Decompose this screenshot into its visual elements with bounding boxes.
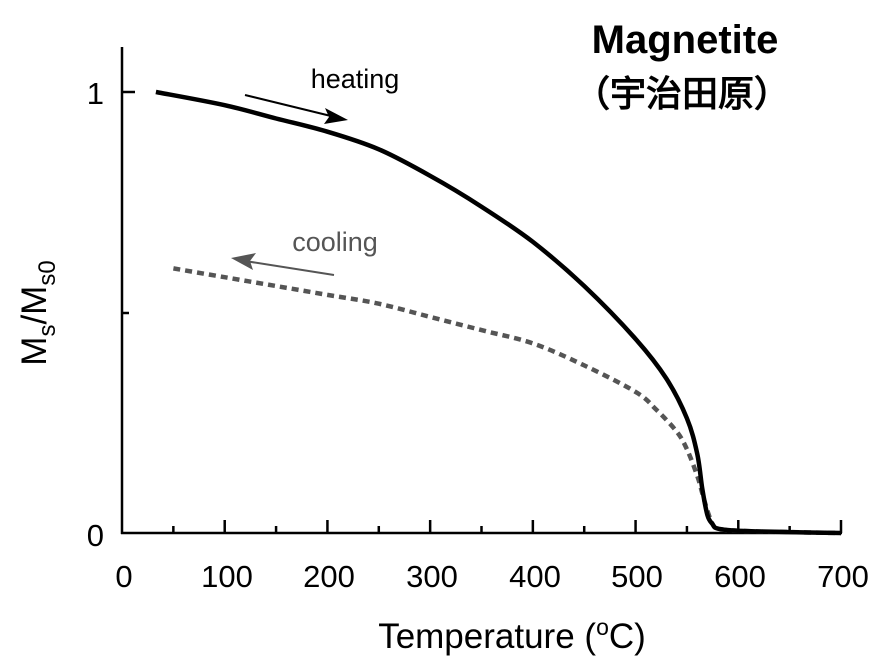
chart-subtitle: （宇治田原） [574, 74, 790, 115]
x-axis-title: Temperature (oC) [378, 614, 646, 656]
cooling-annotation: cooling [231, 227, 378, 276]
axes [120, 47, 843, 535]
heating-arrow-icon [324, 108, 348, 124]
y-axis-title: Ms/Ms0 [15, 260, 61, 365]
x-tick-label-100: 100 [201, 559, 253, 594]
x-ticks [172, 520, 843, 533]
x-tick-label-400: 400 [509, 559, 561, 594]
cooling-arrow-shaft [244, 260, 335, 276]
y-tick-labels: 1 0 [87, 76, 104, 553]
cooling-curve [173, 266, 842, 536]
y-tick-label-1: 1 [87, 76, 104, 111]
x-tick-label-700: 700 [817, 559, 869, 594]
heating-label: heating [311, 64, 400, 94]
y-tick-label-0: 0 [87, 518, 104, 553]
heating-arrow-shaft [244, 94, 336, 118]
x-tick-label-600: 600 [714, 559, 766, 594]
x-tick-label-500: 500 [611, 559, 663, 594]
x-tick-label-0: 0 [115, 559, 132, 594]
x-tick-labels: 0 100 200 300 400 500 600 700 [115, 559, 868, 594]
cooling-label: cooling [292, 227, 378, 257]
x-tick-label-200: 200 [303, 559, 355, 594]
chart-title: Magnetite [592, 18, 779, 62]
heating-annotation: heating [244, 64, 400, 124]
x-tick-label-300: 300 [406, 559, 458, 594]
cooling-arrow-icon [231, 253, 256, 270]
heating-curve [155, 89, 842, 536]
